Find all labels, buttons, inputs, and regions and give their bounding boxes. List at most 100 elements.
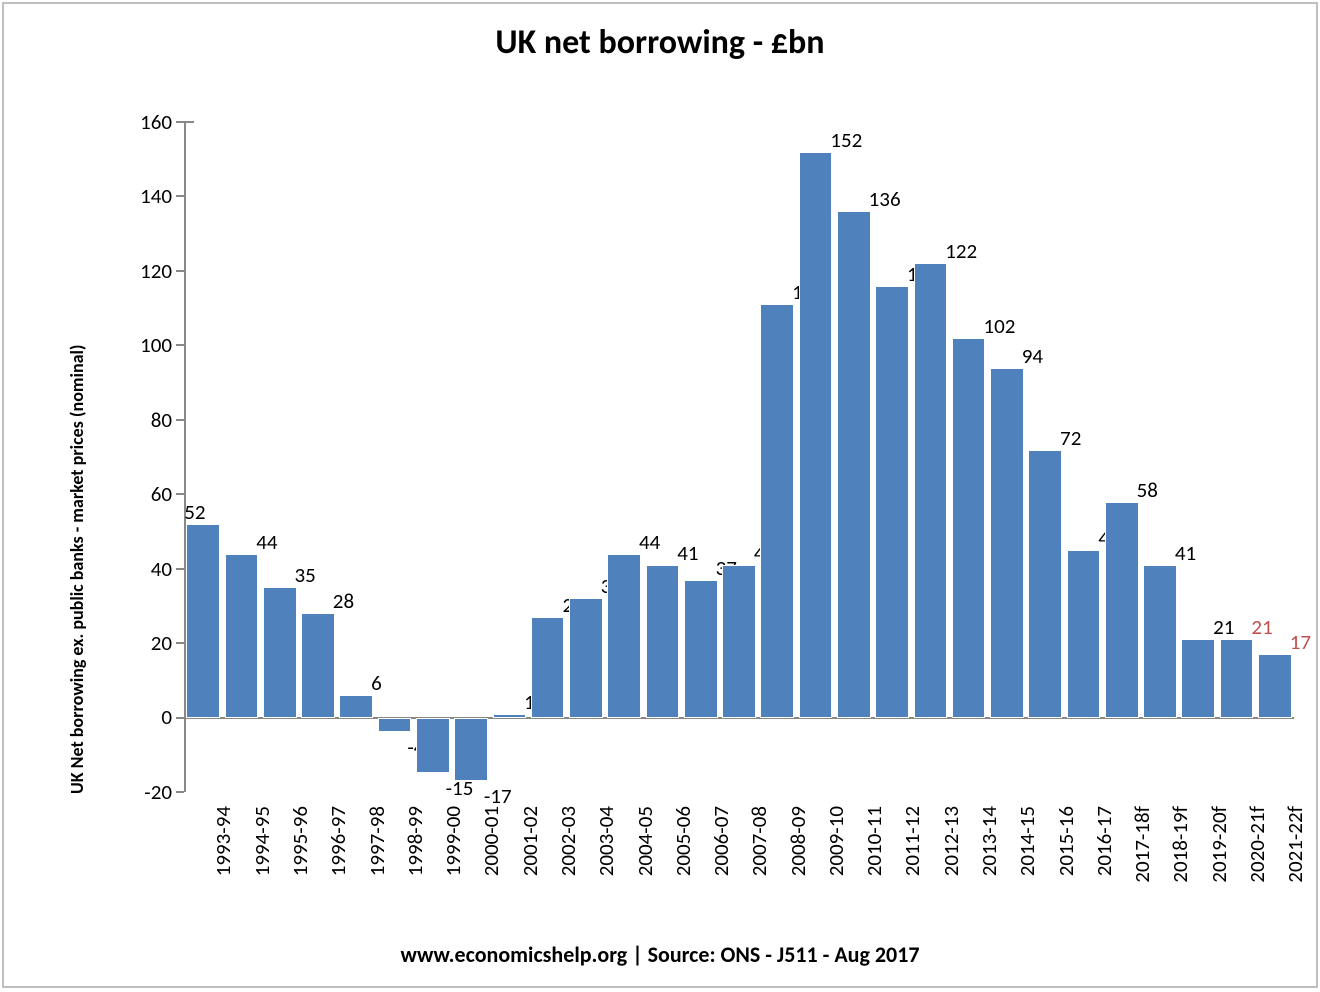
bar-value-label: 58 bbox=[1137, 477, 1158, 503]
bar bbox=[493, 714, 527, 718]
bar bbox=[263, 587, 297, 717]
bar bbox=[1067, 550, 1101, 718]
y-tick bbox=[176, 717, 184, 719]
bar bbox=[646, 565, 680, 718]
bar bbox=[607, 554, 641, 718]
x-category-label: 2012-13 bbox=[938, 806, 964, 926]
bar-value-label: 122 bbox=[945, 238, 977, 264]
axis-cap bbox=[184, 121, 194, 123]
y-tick bbox=[176, 493, 184, 495]
bar bbox=[760, 304, 794, 717]
x-category-label: 2004-05 bbox=[632, 806, 658, 926]
x-category-label: 2017-18f bbox=[1129, 806, 1155, 926]
bar-value-label: 136 bbox=[869, 186, 901, 212]
y-tick bbox=[176, 121, 184, 123]
bar bbox=[914, 263, 948, 717]
bar-value-label: 152 bbox=[830, 127, 862, 153]
chart-footer: www.economicshelp.org | Source: ONS - J5… bbox=[4, 941, 1316, 968]
y-tick-label: 120 bbox=[112, 258, 172, 284]
bar-value-label: 72 bbox=[1060, 425, 1081, 451]
bar bbox=[339, 695, 373, 717]
y-tick-label: 20 bbox=[112, 630, 172, 656]
y-tick-label: -20 bbox=[112, 779, 172, 805]
y-tick-label: 0 bbox=[112, 704, 172, 730]
bar bbox=[952, 338, 986, 718]
y-axis-label: UK Net borrowing ex. public banks - mark… bbox=[66, 344, 88, 794]
y-tick-label: 140 bbox=[112, 183, 172, 209]
y-tick bbox=[176, 568, 184, 570]
bar-value-label: 94 bbox=[1022, 343, 1043, 369]
y-axis-bottom-tick bbox=[176, 791, 184, 793]
x-category-label: 1999-00 bbox=[440, 806, 466, 926]
y-tick bbox=[176, 344, 184, 346]
x-category-label: 2002-03 bbox=[555, 806, 581, 926]
x-category-label: 2018-19f bbox=[1167, 806, 1193, 926]
y-tick-label: 60 bbox=[112, 481, 172, 507]
y-tick-label: 160 bbox=[112, 109, 172, 135]
bar bbox=[1028, 450, 1062, 718]
y-tick-label: 100 bbox=[112, 332, 172, 358]
bar-value-label: 52 bbox=[184, 499, 205, 525]
x-category-label: 2003-04 bbox=[593, 806, 619, 926]
bar-value-label: 17 bbox=[1290, 629, 1311, 655]
x-category-label: 2014-15 bbox=[1014, 806, 1040, 926]
bar bbox=[416, 718, 450, 774]
bar bbox=[990, 368, 1024, 718]
bar bbox=[837, 211, 871, 717]
x-category-label: 2001-02 bbox=[517, 806, 543, 926]
bar-value-label: 102 bbox=[983, 313, 1015, 339]
bar-value-label: 44 bbox=[639, 529, 660, 555]
bar bbox=[799, 152, 833, 718]
bar-value-label: 21 bbox=[1251, 614, 1272, 640]
x-category-label: 2020-21f bbox=[1244, 806, 1270, 926]
plot-area: -20020406080100120140160521993-94441994-… bbox=[184, 122, 1294, 792]
bar bbox=[378, 718, 412, 733]
bar-value-label: 41 bbox=[1175, 540, 1196, 566]
x-category-label: 2011-12 bbox=[899, 806, 925, 926]
x-category-label: 2006-07 bbox=[708, 806, 734, 926]
x-category-label: 1998-99 bbox=[402, 806, 428, 926]
y-tick bbox=[176, 195, 184, 197]
x-category-label: 2016-17 bbox=[1091, 806, 1117, 926]
y-tick bbox=[176, 419, 184, 421]
x-category-label: 2007-08 bbox=[746, 806, 772, 926]
bar-value-label: 44 bbox=[256, 529, 277, 555]
bar bbox=[1258, 654, 1292, 717]
x-category-label: 2000-01 bbox=[478, 806, 504, 926]
bar-value-label: 28 bbox=[333, 588, 354, 614]
x-category-label: 1996-97 bbox=[325, 806, 351, 926]
bar-value-label: 41 bbox=[677, 540, 698, 566]
bar bbox=[225, 554, 259, 718]
chart-title: UK net borrowing - £bn bbox=[4, 22, 1316, 63]
x-category-label: 2013-14 bbox=[976, 806, 1002, 926]
x-category-label: 2008-09 bbox=[785, 806, 811, 926]
chart-frame: UK net borrowing - £bn UK Net borrowing … bbox=[2, 2, 1318, 988]
y-tick bbox=[176, 642, 184, 644]
bar bbox=[722, 565, 756, 718]
bar bbox=[1181, 639, 1215, 717]
bar bbox=[301, 613, 335, 717]
bar bbox=[186, 524, 220, 718]
bar bbox=[875, 286, 909, 718]
bar bbox=[1220, 639, 1254, 717]
x-category-label: 2005-06 bbox=[670, 806, 696, 926]
bar-value-label: 21 bbox=[1213, 614, 1234, 640]
bar bbox=[684, 580, 718, 718]
x-category-label: 2009-10 bbox=[823, 806, 849, 926]
x-category-label: 1994-95 bbox=[249, 806, 275, 926]
y-tick-label: 80 bbox=[112, 407, 172, 433]
x-category-label: 2021-22f bbox=[1282, 806, 1308, 926]
bar-value-label: -17 bbox=[484, 783, 512, 809]
x-category-label: 2015-16 bbox=[1053, 806, 1079, 926]
x-category-label: 1993-94 bbox=[210, 806, 236, 926]
y-tick bbox=[176, 270, 184, 272]
x-category-label: 2010-11 bbox=[861, 806, 887, 926]
bar bbox=[1105, 502, 1139, 718]
bar bbox=[454, 718, 488, 781]
bar-value-label: 6 bbox=[371, 670, 382, 696]
bar bbox=[1143, 565, 1177, 718]
bar bbox=[569, 598, 603, 717]
x-category-label: 1997-98 bbox=[364, 806, 390, 926]
bar-value-label: 35 bbox=[295, 562, 316, 588]
bar bbox=[531, 617, 565, 718]
